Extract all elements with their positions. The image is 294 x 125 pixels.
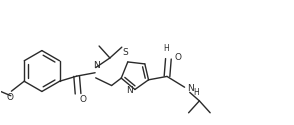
Text: O: O [79, 96, 86, 104]
Text: N: N [93, 61, 100, 70]
Text: H: H [193, 88, 199, 97]
Text: O: O [175, 53, 182, 62]
Text: N: N [188, 84, 194, 93]
Text: S: S [123, 48, 128, 57]
Text: H: H [163, 44, 169, 52]
Text: N: N [126, 86, 133, 95]
Text: O: O [6, 94, 14, 102]
